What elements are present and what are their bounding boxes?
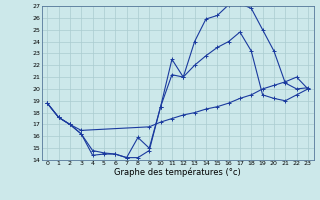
X-axis label: Graphe des températures (°c): Graphe des températures (°c) xyxy=(114,168,241,177)
